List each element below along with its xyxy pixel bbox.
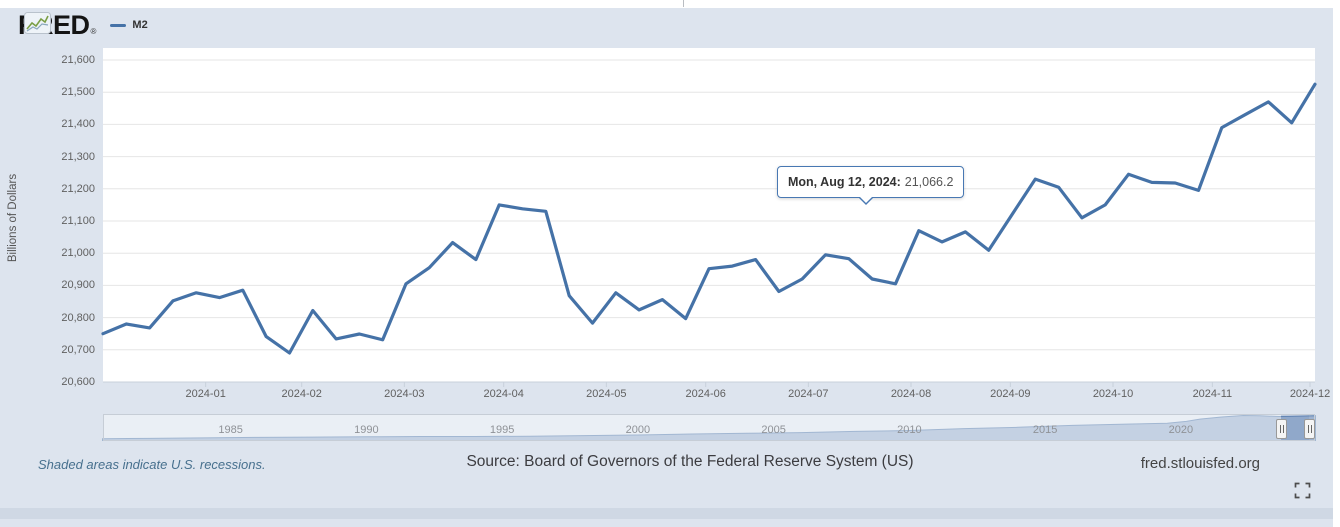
x-tick-label: 2024-06 [685, 388, 726, 400]
x-tick-label: 2024-12 [1289, 388, 1331, 400]
navigator-year-label: 2020 [1168, 424, 1194, 436]
x-tick-label: 2024-08 [890, 388, 932, 400]
tooltip-date: Mon, Aug 12, 2024: [788, 175, 901, 189]
x-tick-label: 2024-10 [1092, 388, 1134, 400]
m2-series-line[interactable] [101, 82, 1317, 355]
y-tick-label: 21,300 [61, 150, 95, 163]
source-text: Source: Board of Governors of the Federa… [466, 453, 914, 470]
series-legend[interactable]: M2 [110, 19, 148, 31]
y-tick-label: 20,800 [61, 311, 95, 324]
x-tick-label: 2024-03 [384, 388, 425, 400]
y-tick-label: 20,700 [61, 343, 95, 356]
x-tick-label: 2024-05 [586, 388, 627, 400]
navigator-handle-right[interactable] [1304, 419, 1315, 439]
navigator-year-label: 1985 [218, 424, 243, 436]
y-tick-label: 21,400 [61, 118, 95, 131]
main-chart-svg [101, 59, 1317, 387]
navigator-year-label: 1990 [354, 424, 379, 436]
y-tick-label: 20,600 [61, 376, 95, 388]
legend-label: M2 [132, 19, 148, 31]
recession-note: Shaded areas indicate U.S. recessions. [38, 457, 266, 472]
tooltip-value: 21,066.2 [904, 175, 954, 189]
navigator-svg[interactable] [0, 410, 1340, 455]
y-tick-label: 21,200 [61, 182, 95, 195]
scrollbar-artifact [683, 0, 684, 7]
navigator-year-label: 2015 [1032, 424, 1058, 436]
y-tick-label: 21,500 [61, 86, 95, 99]
fred-sparkline-icon [24, 12, 51, 34]
navigator-year-label: 2010 [897, 424, 922, 436]
x-tick-label: 2024-01 [185, 388, 226, 400]
chart-header: FRED ® M2 [18, 12, 148, 39]
y-tick-label: 21,100 [61, 215, 95, 227]
y-tick-label: 21,600 [61, 54, 95, 66]
navigator-handle-left[interactable] [1276, 419, 1287, 439]
x-tick-label: 2024-11 [1192, 388, 1233, 400]
registered-mark: ® [90, 27, 97, 36]
x-tick-label: 2024-07 [788, 388, 829, 400]
fullscreen-button[interactable] [1294, 482, 1311, 499]
navigator-year-label: 2005 [761, 424, 786, 436]
y-tick-label: 21,000 [61, 247, 95, 260]
navigator-area[interactable] [102, 414, 1316, 441]
navigator-year-label: 2000 [625, 424, 651, 436]
y-tick-label: 20,900 [61, 279, 95, 292]
site-link: fred.stlouisfed.org [1140, 455, 1260, 472]
x-tick-label: 2024-02 [281, 388, 322, 400]
x-tick-label: 2024-04 [483, 388, 524, 400]
navigator-mask [103, 414, 1281, 441]
tooltip: Mon, Aug 12, 2024: 21,066.2 [777, 166, 965, 205]
navigator-year-label: 1995 [489, 424, 515, 436]
bottom-strip [0, 508, 1333, 519]
legend-line-swatch [110, 23, 127, 27]
x-tick-label: 2024-09 [990, 388, 1031, 400]
